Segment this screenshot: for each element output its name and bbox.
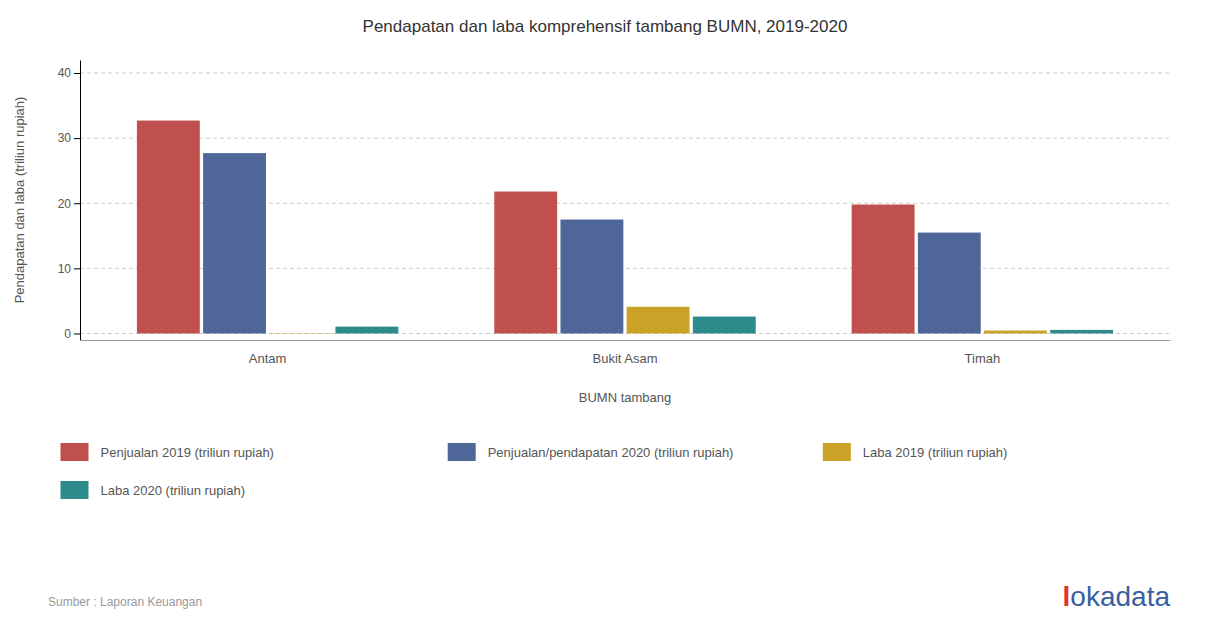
bar-series [203, 153, 981, 333]
y-axis-title: Pendapatan dan laba (triliun rupiah) [12, 97, 27, 304]
bar [984, 331, 1047, 334]
x-tick-label: Antam [249, 351, 287, 366]
legend-label: Laba 2019 (triliun rupiah) [863, 445, 1008, 460]
logo: lokadata [1063, 581, 1171, 612]
y-tick-label: 20 [58, 197, 72, 211]
x-axis-title: BUMN tambang [579, 390, 671, 405]
x-tick: Bukit Asam [592, 351, 657, 366]
legend-item: Penjualan/pendapatan 2020 (triliun rupia… [448, 443, 734, 461]
x-tick: Antam [249, 351, 287, 366]
legend-label: Laba 2020 (triliun rupiah) [101, 483, 246, 498]
y-tick: 30 [58, 131, 80, 145]
y-tick-label: 10 [58, 262, 72, 276]
legend-item: Laba 2020 (triliun rupiah) [61, 481, 246, 499]
grid-line [80, 138, 1170, 139]
bar [494, 192, 557, 334]
bar [269, 333, 332, 334]
logo-part: l [1063, 581, 1071, 612]
legend-label: Penjualan/pendapatan 2020 (triliun rupia… [488, 445, 734, 460]
y-tick: 0 [64, 327, 80, 341]
bar [693, 317, 756, 334]
legend-swatch [823, 443, 851, 461]
bar [137, 121, 200, 334]
bar [203, 153, 266, 333]
y-tick-mark [74, 203, 80, 204]
y-tick-label: 40 [58, 66, 72, 80]
y-tick-label: 0 [64, 327, 71, 341]
source: Sumber : Laporan Keuangan [48, 595, 202, 609]
title: Pendapatan dan laba komprehensif tambang… [363, 17, 848, 36]
legend-swatch [61, 481, 89, 499]
y-axis-line [80, 61, 81, 341]
bar-series [335, 317, 1113, 334]
legend-label: Penjualan 2019 (triliun rupiah) [101, 445, 274, 460]
x-tick: Timah [965, 351, 1001, 366]
x-axis-line [81, 340, 1171, 341]
bars [137, 121, 1113, 334]
bar [1050, 330, 1113, 334]
bar [335, 327, 398, 334]
y-tick-mark [74, 268, 80, 269]
legend-swatch [61, 443, 89, 461]
bar [918, 233, 981, 334]
legend: Penjualan 2019 (triliun rupiah) Penjualan… [61, 443, 1008, 499]
x-tick-label: Timah [965, 351, 1001, 366]
x-tick-label: Bukit Asam [592, 351, 657, 366]
y-tick: 10 [58, 262, 80, 276]
legend-item: Laba 2019 (triliun rupiah) [823, 443, 1008, 461]
y-tick: 20 [58, 197, 80, 211]
y-tick-label: 30 [58, 131, 72, 145]
bar [560, 220, 623, 334]
y-tick: 40 [58, 66, 80, 80]
grid [80, 73, 1170, 333]
bar [852, 205, 915, 334]
bar-series [269, 307, 1047, 334]
chart: Pendapatan dan laba komprehensif tambang… [0, 0, 1210, 628]
y-tick-mark [74, 73, 80, 74]
logo-part: okadata [1070, 581, 1170, 612]
x-axis: Antam Bukit Asam Timah [81, 341, 1171, 367]
bar [627, 307, 690, 334]
y-tick-mark [74, 138, 80, 139]
bar-series [137, 121, 915, 334]
legend-item: Penjualan 2019 (triliun rupiah) [61, 443, 274, 461]
legend-swatch [448, 443, 476, 461]
y-axis: 0 10 20 30 40 [58, 61, 81, 341]
y-tick-mark [74, 333, 80, 334]
grid-line [80, 73, 1170, 74]
